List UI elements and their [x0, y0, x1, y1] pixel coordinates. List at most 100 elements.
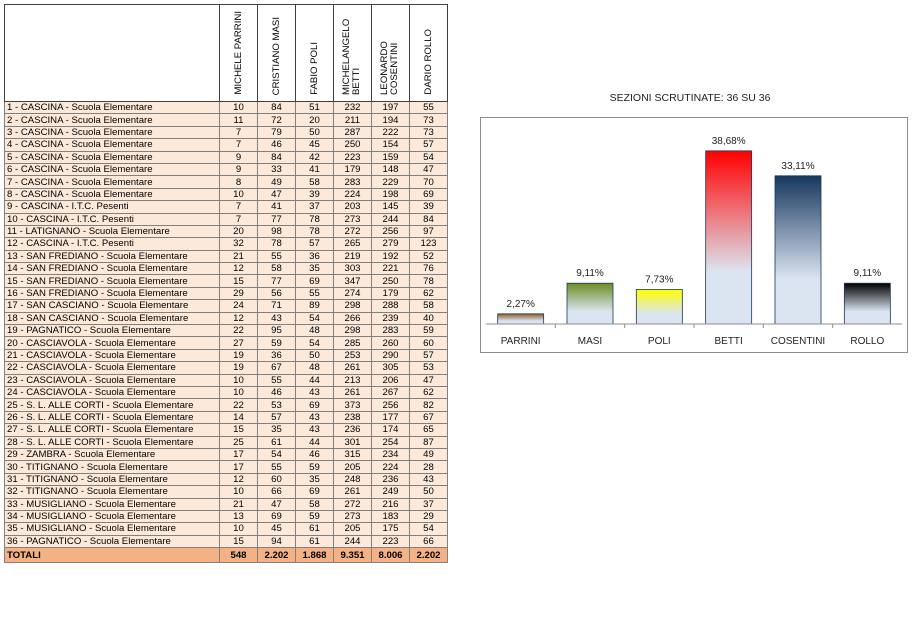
vote-count: 82	[409, 398, 448, 412]
vote-count: 305	[371, 361, 410, 375]
vote-count: 19	[219, 361, 258, 375]
category-label: BETTI	[714, 336, 742, 347]
table-row: 22 - CASCIAVOLA - Scuola Elementare 19 67 4…	[4, 361, 448, 375]
vote-count: 78	[257, 237, 296, 251]
category-label: PARRINI	[501, 336, 541, 347]
vote-count: 15	[219, 423, 258, 437]
table-row: 16 - SAN FREDIANO - Scuola Elementare 29 5…	[4, 286, 448, 301]
vote-count: 261	[333, 385, 372, 400]
vote-count: 224	[333, 187, 372, 202]
vote-count: 57	[295, 237, 334, 251]
section-name: 31 - TITIGNANO - Scuola Elementare	[4, 472, 220, 487]
table-row: 14 - SAN FREDIANO - Scuola Elementare 12 5…	[4, 262, 448, 276]
vote-count: 10	[219, 373, 258, 388]
vote-count: 69	[295, 398, 334, 412]
results-bar-chart: 2,27% PARRINI 9,11% MASI 7,73% POLI 38,68% BETT…	[480, 117, 908, 353]
vote-count: 61	[295, 522, 334, 536]
vote-count: 267	[371, 385, 410, 400]
vote-count: 61	[295, 534, 334, 549]
vote-count: 19	[219, 348, 258, 363]
vote-count: 11	[219, 113, 258, 127]
totals-row: TOTALI 548 2.202 1.868 9.351 8.006 2.202	[4, 547, 448, 564]
vote-count: 58	[295, 497, 334, 511]
vote-count: 148	[371, 162, 410, 177]
table-row: 20 - CASCIAVOLA - Scuola Elementare 27 59 5…	[4, 336, 448, 350]
vote-count: 229	[371, 175, 410, 189]
vote-count: 54	[409, 522, 448, 536]
vote-count: 33	[257, 162, 296, 177]
vote-count: 221	[371, 262, 410, 276]
table-row: 23 - CASCIAVOLA - Scuola Elementare 10 55 4…	[4, 373, 448, 388]
vote-count: 279	[371, 237, 410, 251]
section-name: 15 - SAN FREDIANO - Scuola Elementare	[4, 274, 220, 288]
vote-count: 154	[371, 138, 410, 152]
total-count: 548	[219, 547, 258, 564]
vote-count: 44	[295, 435, 334, 449]
section-name: 36 - PAGNATICO - Scuola Elementare	[4, 534, 220, 549]
vote-count: 22	[219, 324, 258, 338]
vote-count: 77	[257, 212, 296, 226]
vote-count: 21	[219, 249, 258, 264]
candidate-name: MICHELANGELO BETTI	[340, 18, 362, 95]
vote-count: 71	[257, 299, 296, 313]
totals-label: TOTALI	[4, 547, 220, 564]
vote-count: 84	[257, 100, 296, 115]
section-name: 26 - S. L. ALLE CORTI - Scuola Elementar…	[4, 410, 220, 425]
bar-poli	[635, 288, 683, 325]
vote-count: 20	[219, 224, 258, 239]
section-name: 28 - S. L. ALLE CORTI - Scuola Elementar…	[4, 435, 220, 449]
vote-count: 183	[371, 509, 410, 524]
vote-count: 253	[333, 348, 372, 363]
vote-count: 48	[295, 324, 334, 338]
vote-count: 206	[371, 373, 410, 388]
section-name: 2 - CASCINA - Scuola Elementare	[4, 113, 220, 127]
table-row: 35 - MUSIGLIANO - Scuola Elementare 10 45 6…	[4, 522, 448, 536]
total-count: 8.006	[371, 547, 410, 564]
table-row: 27 - S. L. ALLE CORTI - Scuola Elementar…	[4, 423, 448, 437]
candidate-header: CRISTIANO MASI	[257, 4, 296, 102]
vote-count: 57	[409, 138, 448, 152]
vote-count: 59	[295, 509, 334, 524]
vote-count: 223	[333, 150, 372, 164]
vote-count: 36	[295, 249, 334, 264]
vote-count: 211	[333, 113, 372, 127]
vote-count: 39	[409, 200, 448, 214]
vote-count: 54	[257, 447, 296, 462]
vote-count: 174	[371, 423, 410, 437]
vote-count: 49	[257, 175, 296, 189]
vote-count: 49	[409, 447, 448, 462]
vote-count: 254	[371, 435, 410, 449]
vote-count: 43	[257, 311, 296, 326]
vote-count: 46	[295, 447, 334, 462]
candidate-name: LEONARDO COSENTINI	[378, 41, 400, 95]
vote-count: 179	[371, 286, 410, 301]
vote-count: 249	[371, 485, 410, 499]
vote-count: 41	[257, 200, 296, 214]
vote-count: 283	[333, 175, 372, 189]
table-row: 8 - CASCINA - Scuola Elementare 10 47 39 224…	[4, 187, 448, 202]
vote-count: 12	[219, 311, 258, 326]
vote-count: 52	[409, 249, 448, 264]
vote-count: 58	[257, 262, 296, 276]
vote-count: 29	[219, 286, 258, 301]
vote-count: 48	[295, 361, 334, 375]
table-row: 12 - CASCINA - I.T.C. Pesenti 32 78 57 265 27…	[4, 237, 448, 251]
table-row: 25 - S. L. ALLE CORTI - Scuola Elementar…	[4, 398, 448, 412]
table-row: 11 - LATIGNANO - Scuola Elementare 20 98 78…	[4, 224, 448, 239]
vote-count: 37	[295, 200, 334, 214]
vote-count: 47	[257, 187, 296, 202]
vote-count: 238	[333, 410, 372, 425]
vote-count: 177	[371, 410, 410, 425]
vote-count: 50	[409, 485, 448, 499]
vote-count: 205	[333, 522, 372, 536]
vote-count: 192	[371, 249, 410, 264]
vote-count: 287	[333, 125, 372, 140]
vote-count: 35	[257, 423, 296, 437]
vote-count: 347	[333, 274, 372, 288]
vote-count: 298	[333, 299, 372, 313]
table-row: 33 - MUSIGLIANO - Scuola Elementare 21 47 5…	[4, 497, 448, 511]
table-row: 10 - CASCINA - I.T.C. Pesenti 7 77 78 273 244…	[4, 212, 448, 226]
vote-count: 35	[295, 472, 334, 487]
vote-count: 70	[409, 175, 448, 189]
vote-count: 256	[371, 398, 410, 412]
